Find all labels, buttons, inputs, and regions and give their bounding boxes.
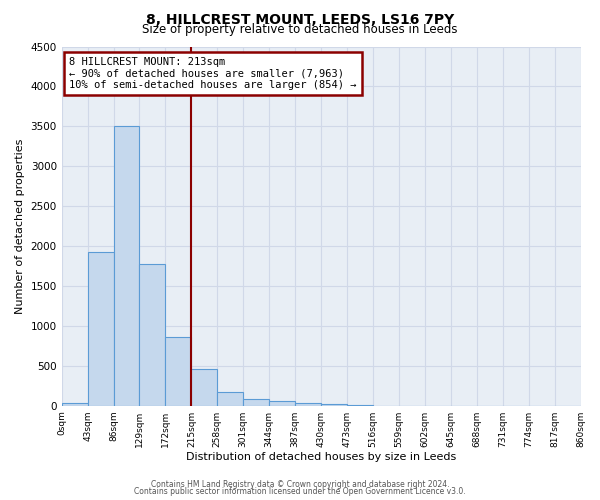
- Y-axis label: Number of detached properties: Number of detached properties: [15, 138, 25, 314]
- Text: Size of property relative to detached houses in Leeds: Size of property relative to detached ho…: [142, 22, 458, 36]
- Bar: [113, 126, 139, 406]
- X-axis label: Distribution of detached houses by size in Leeds: Distribution of detached houses by size …: [186, 452, 456, 462]
- Bar: [191, 369, 217, 406]
- Bar: [217, 392, 243, 406]
- Text: 8, HILLCREST MOUNT, LEEDS, LS16 7PY: 8, HILLCREST MOUNT, LEEDS, LS16 7PY: [146, 12, 454, 26]
- Bar: [321, 404, 347, 406]
- Bar: [243, 398, 269, 406]
- Bar: [139, 264, 166, 406]
- Bar: [295, 404, 321, 406]
- Text: Contains public sector information licensed under the Open Government Licence v3: Contains public sector information licen…: [134, 488, 466, 496]
- Bar: [62, 402, 88, 406]
- Text: 8 HILLCREST MOUNT: 213sqm
← 90% of detached houses are smaller (7,963)
10% of se: 8 HILLCREST MOUNT: 213sqm ← 90% of detac…: [69, 57, 356, 90]
- Bar: [269, 402, 295, 406]
- Bar: [166, 337, 191, 406]
- Bar: [88, 252, 113, 406]
- Text: Contains HM Land Registry data © Crown copyright and database right 2024.: Contains HM Land Registry data © Crown c…: [151, 480, 449, 489]
